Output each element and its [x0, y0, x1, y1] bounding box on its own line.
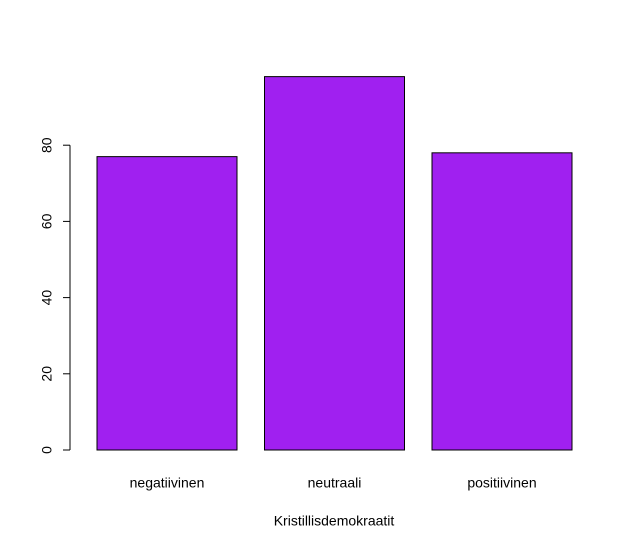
x-tick-label: neutraali [308, 475, 362, 491]
x-axis-label: Kristillisdemokraatit [274, 513, 395, 529]
y-tick-label: 20 [39, 366, 55, 382]
y-tick-label: 60 [39, 213, 55, 229]
bar [264, 76, 405, 451]
x-tick-label: positiivinen [467, 475, 536, 491]
bar [431, 152, 573, 451]
y-tick-label: 0 [39, 446, 55, 454]
y-tick-label: 80 [39, 137, 55, 153]
x-tick-label: negatiivinen [130, 475, 205, 491]
bar [96, 156, 238, 451]
y-tick-label: 40 [39, 290, 55, 306]
